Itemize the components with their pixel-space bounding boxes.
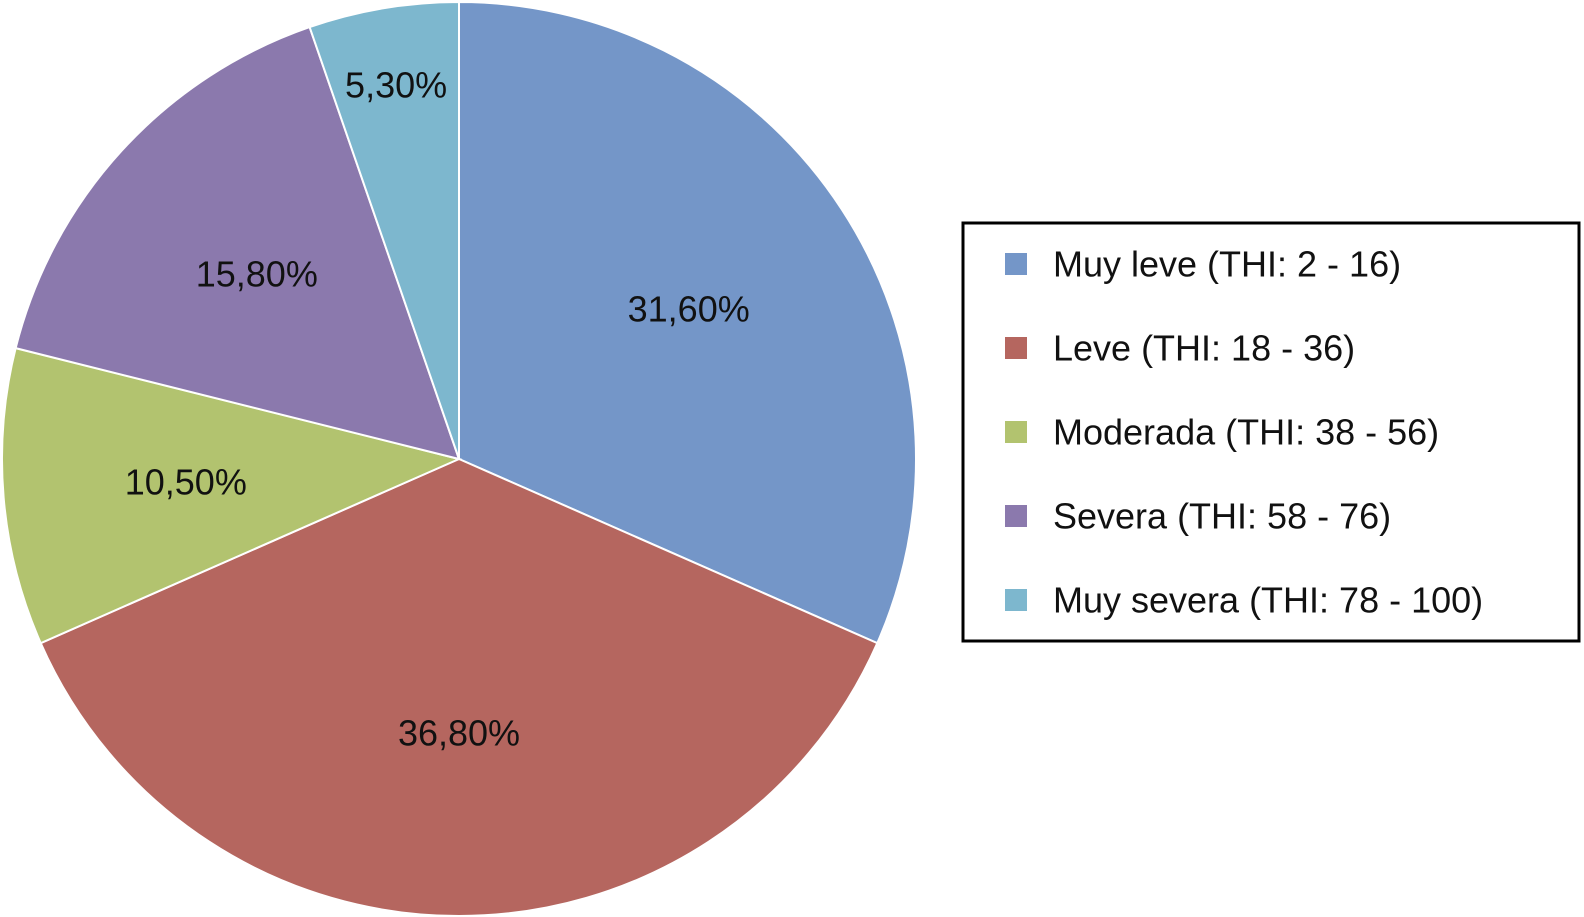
slice-label-5: 5,30% — [345, 64, 447, 105]
legend-label-1: Muy leve (THI: 2 - 16) — [1053, 244, 1401, 285]
legend-label-3: Moderada (THI: 38 - 56) — [1053, 412, 1439, 453]
legend-box — [961, 221, 1581, 643]
legend-label-5: Muy severa (THI: 78 - 100) — [1053, 580, 1483, 621]
legend-swatch-5 — [1005, 589, 1027, 611]
legend-label-2: Leve (THI: 18 - 36) — [1053, 328, 1355, 369]
pie-slices — [1, 0, 917, 917]
legend: Muy leve (THI: 2 - 16) Leve (THI: 18 - 36… — [961, 221, 1581, 643]
slice-label-4: 15,80% — [196, 253, 318, 294]
legend-swatch-3 — [1005, 421, 1027, 443]
legend-swatch-4 — [1005, 505, 1027, 527]
pie-slice-labels: 31,60% 36,80% 10,50% 15,80% 5,30% — [125, 64, 750, 753]
pie-slice-4 — [14, 25, 461, 461]
slice-label-3: 10,50% — [125, 462, 247, 503]
pie-slice-2 — [39, 457, 879, 917]
pie-slice-3 — [1, 346, 463, 645]
legend-label-4: Severa (THI: 58 - 76) — [1053, 496, 1391, 537]
pie-slice-5 — [308, 0, 460, 460]
slice-label-2: 36,80% — [398, 713, 520, 754]
legend-swatch-1 — [1005, 253, 1027, 275]
legend-swatch-2 — [1005, 337, 1027, 359]
slice-label-1: 31,60% — [628, 289, 750, 330]
pie-slice-1 — [458, 0, 917, 645]
